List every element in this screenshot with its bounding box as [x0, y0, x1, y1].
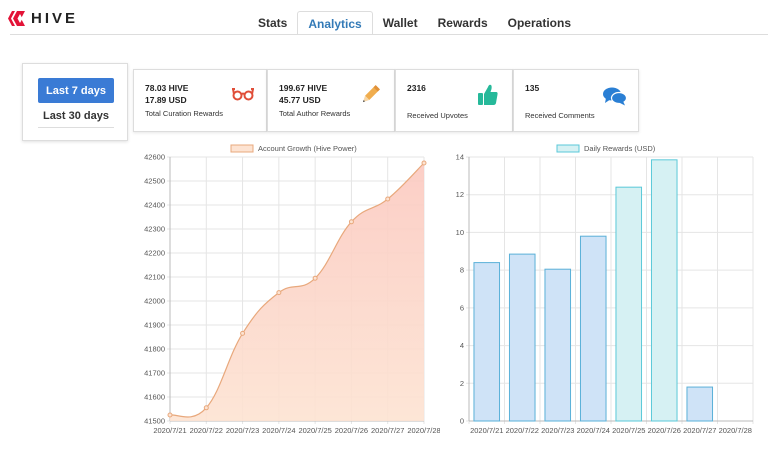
growth-x-tick-label: 2020/7/25: [298, 426, 331, 435]
hive-logo[interactable]: HIVE: [8, 10, 78, 27]
thumbs-up-icon: [478, 84, 498, 105]
growth-data-point[interactable]: [240, 330, 246, 336]
rewards-bar[interactable]: [615, 186, 643, 422]
growth-y-tick-label: 42500: [144, 177, 165, 186]
growth-y-tick-label: 42400: [144, 201, 165, 210]
growth-y-tick-label: 42100: [144, 273, 165, 282]
daily-rewards-chart: Daily Rewards (USD) 14 12 10 8 6 4 2 0 2020/7/2…: [456, 144, 754, 435]
growth-data-point[interactable]: [276, 290, 282, 296]
growth-x-tick-label: 2020/7/27: [371, 426, 404, 435]
growth-data-point[interactable]: [312, 275, 318, 281]
growth-legend: Account Growth (Hive Power): [230, 144, 357, 153]
growth-data-point[interactable]: [348, 219, 354, 225]
tab-analytics[interactable]: Analytics: [297, 11, 373, 35]
hive-logo-icon: [8, 11, 25, 26]
growth-y-tick-label: 42600: [144, 153, 165, 162]
growth-y-tick-label: 41700: [144, 369, 165, 378]
growth-x-tick-label: 2020/7/22: [190, 426, 223, 435]
growth-data-point[interactable]: [167, 412, 173, 418]
rewards-legend-swatch: [556, 144, 580, 153]
comments-value: 135: [525, 83, 540, 93]
curation-hive-value: 78.03 HIVE: [145, 83, 189, 93]
rewards-bar[interactable]: [544, 268, 572, 422]
account-growth-chart: Account Growth (Hive Power) 42600 42500 42…: [144, 144, 440, 435]
comments-card: 135 Received Comments: [513, 69, 639, 132]
growth-y-tick-label: 42300: [144, 225, 165, 234]
growth-data-point[interactable]: [421, 160, 427, 166]
rewards-x-tick-label: 2020/7/25: [612, 426, 645, 435]
curation-rewards-card: 78.03 HIVE 17.89 USD Total Curation Rewa…: [133, 69, 267, 132]
tab-wallet[interactable]: Wallet: [382, 16, 418, 30]
curation-usd-value: 17.89 USD: [145, 95, 187, 105]
upvotes-label: Received Upvotes: [407, 111, 468, 120]
last-30-days-button[interactable]: Last 30 days: [38, 104, 114, 128]
last-7-days-button[interactable]: Last 7 days: [38, 78, 114, 103]
growth-y-tick-label: 41800: [144, 345, 165, 354]
growth-area-fill: [170, 163, 424, 421]
growth-x-tick-label: 2020/7/21: [153, 426, 186, 435]
author-usd-value: 45.77 USD: [279, 95, 321, 105]
growth-series-line: [169, 162, 425, 418]
author-rewards-card: 199.67 HIVE 45.77 USD Total Author Rewar…: [267, 69, 395, 132]
rewards-x-tick-label: 2020/7/22: [506, 426, 539, 435]
rewards-y-tick-label: 4: [460, 341, 464, 350]
nav-tabs: Stats Analytics Wallet Rewards Operation…: [248, 11, 581, 35]
rewards-x-tick-label: 2020/7/23: [541, 426, 574, 435]
tab-divider: [10, 34, 768, 35]
tab-stats[interactable]: Stats: [258, 16, 288, 30]
author-hive-value: 199.67 HIVE: [279, 83, 328, 93]
comments-icon: [603, 87, 627, 106]
rewards-bar[interactable]: [686, 386, 714, 422]
rewards-legend-label: Daily Rewards (USD): [584, 144, 656, 153]
rewards-x-tick-label: 2020/7/21: [470, 426, 503, 435]
rewards-bar[interactable]: [508, 253, 536, 422]
rewards-y-tick-label: 14: [456, 153, 464, 162]
tab-rewards[interactable]: Rewards: [437, 16, 488, 30]
rewards-x-tick-label: 2020/7/24: [577, 426, 610, 435]
rewards-x-tick-label: 2020/7/26: [648, 426, 681, 435]
rewards-legend: Daily Rewards (USD): [556, 144, 656, 153]
growth-x-tick-label: 2020/7/26: [335, 426, 368, 435]
growth-legend-label: Account Growth (Hive Power): [258, 144, 357, 153]
rewards-y-tick-label: 0: [460, 417, 464, 426]
growth-x-tick-label: 2020/7/23: [226, 426, 259, 435]
rewards-y-tick-label: 6: [460, 303, 464, 312]
growth-legend-swatch: [230, 144, 254, 153]
rewards-bar[interactable]: [473, 262, 501, 422]
growth-y-tick-label: 41500: [144, 417, 165, 426]
curation-label: Total Curation Rewards: [145, 109, 223, 118]
growth-data-point[interactable]: [203, 405, 209, 411]
growth-y-tick-label: 42200: [144, 249, 165, 258]
comments-label: Received Comments: [525, 111, 595, 120]
growth-y-tick-label: 42000: [144, 297, 165, 306]
rewards-y-tick-label: 2: [460, 379, 464, 388]
logo-text: HIVE: [31, 10, 79, 27]
rewards-y-tick-label: 10: [456, 228, 464, 237]
rewards-y-tick-label: 12: [456, 190, 464, 199]
rewards-x-tick-label: 2020/7/27: [683, 426, 716, 435]
pencil-icon: [362, 85, 380, 103]
author-label: Total Author Rewards: [279, 109, 351, 118]
rewards-y-tick-label: 8: [460, 266, 464, 275]
growth-data-point[interactable]: [385, 196, 391, 202]
growth-x-tick-label: 2020/7/24: [262, 426, 295, 435]
upvotes-card: 2316 Received Upvotes: [395, 69, 513, 132]
growth-y-tick-label: 41900: [144, 321, 165, 330]
rewards-bar[interactable]: [650, 159, 678, 422]
growth-y-tick-label: 41600: [144, 393, 165, 402]
upvotes-value: 2316: [407, 83, 426, 93]
rewards-bar[interactable]: [579, 235, 607, 422]
rewards-x-tick-label: 2020/7/28: [719, 426, 752, 435]
glasses-icon: [232, 88, 254, 101]
period-selector: Last 7 days Last 30 days: [22, 63, 128, 141]
growth-x-tick-label: 2020/7/28: [407, 426, 440, 435]
tab-operations[interactable]: Operations: [507, 16, 571, 30]
